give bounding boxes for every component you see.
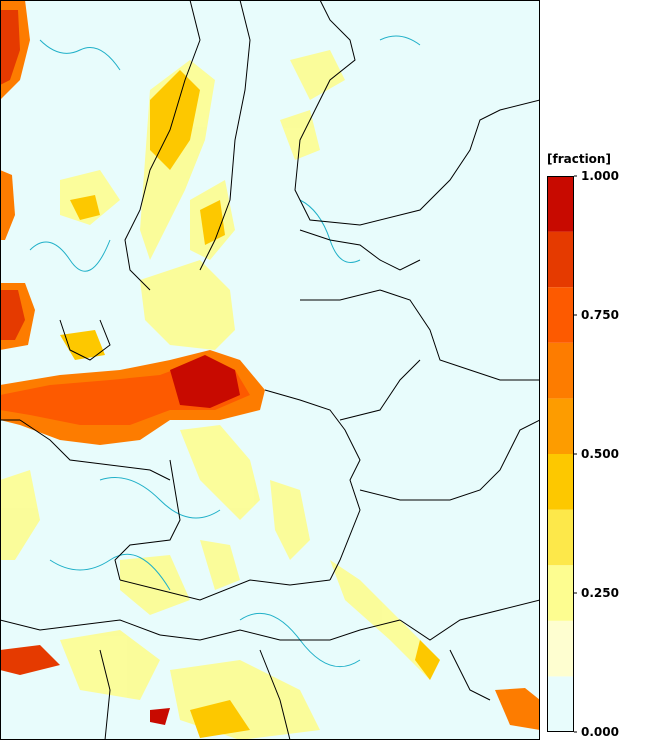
colorbar-segment [547,342,574,399]
colorbar-tick-label: 0.000 [581,725,619,739]
colorbar-frame [547,176,574,732]
colorbar-tick-label: 0.250 [581,586,619,600]
borders [0,0,540,740]
low-fraction-patches [0,50,440,740]
colorbar-tick-label: 1.000 [581,169,619,183]
colorbar-segment [547,509,574,566]
legend-title: [fraction] [547,152,611,166]
colorbar-segment [547,231,574,288]
colorbar-segment [547,565,574,621]
colorbar-segment [547,620,574,677]
colorbar-segment [547,287,574,343]
colorbar-segment [547,176,574,232]
colorbar-tick-label: 0.500 [581,447,619,461]
contour-lines [29,35,421,668]
fraction-map [0,0,540,740]
high-fraction-band [0,0,540,730]
colorbar-segment [547,398,574,454]
map-background [0,0,540,740]
colorbar [547,175,577,733]
colorbar-segment [547,676,574,732]
colorbar-tick-label: 0.750 [581,308,619,322]
colorbar-segment [547,454,574,510]
